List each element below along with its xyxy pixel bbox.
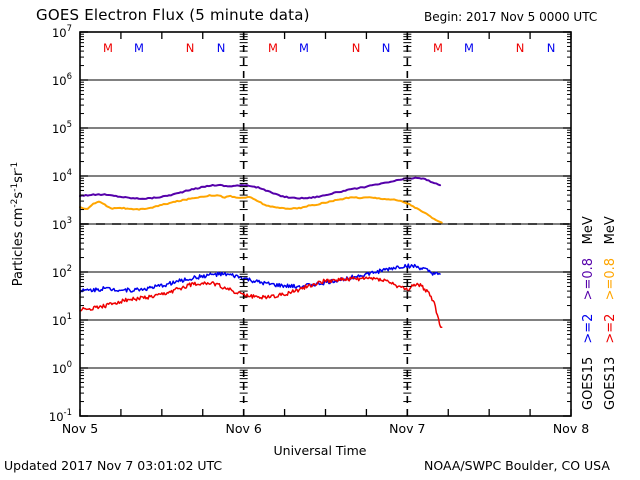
data-series-group — [79, 176, 443, 329]
y-tick-label: 103 — [52, 216, 72, 232]
page-title: GOES Electron Flux (5 minute data) — [36, 6, 310, 24]
event-marker-letter: N — [547, 41, 556, 55]
legend-channel-hi: >=2 — [603, 314, 618, 344]
y-tick-label: 104 — [52, 168, 72, 184]
legend-satellite: GOES15 — [581, 357, 596, 410]
event-marker-letter: M — [134, 41, 144, 55]
legend-channel-lo: >=0.8 — [581, 258, 596, 300]
x-tick-label: Nov 7 — [389, 421, 425, 436]
grid-lines — [80, 79, 571, 369]
y-tick-label: 107 — [52, 24, 72, 40]
x-tick-label: Nov 6 — [226, 421, 262, 436]
x-tick-label: Nov 8 — [553, 421, 589, 436]
legend-channel-hi: >=2 — [581, 314, 596, 344]
event-marker-letter: M — [464, 41, 474, 55]
legend-channel-lo: >=0.8 — [603, 258, 618, 300]
series-line — [79, 194, 443, 224]
event-marker-letter: N — [352, 41, 361, 55]
series-line — [79, 263, 441, 294]
y-tick-label: 100 — [52, 360, 72, 376]
y-tick-label: 101 — [52, 312, 72, 328]
y-axis-title-text: Particles cm-2s-1sr-1 — [10, 162, 26, 287]
event-marker-letter: N — [516, 41, 525, 55]
y-axis-title: Particles cm-2s-1sr-1 — [10, 162, 26, 287]
event-marker-letter: M — [103, 41, 113, 55]
begin-time-label: Begin: 2017 Nov 5 0000 UTC — [424, 10, 598, 24]
event-marker-letter: M — [268, 41, 278, 55]
event-marker-letter: N — [382, 41, 391, 55]
event-marker-letter: N — [217, 41, 226, 55]
legend-unit: MeV — [603, 216, 618, 244]
y-tick-label: 102 — [52, 264, 72, 280]
x-axis-tick-labels: Nov 5 Nov 6 Nov 7 Nov 8 — [62, 421, 589, 436]
axis-ticks — [79, 31, 572, 417]
right-side-legend: GOES15 >=2 >=0.8 MeV GOES13 >=2 >=0.8 MeV — [581, 216, 618, 410]
event-marker-letter: M — [299, 41, 309, 55]
event-marker-letter: N — [186, 41, 195, 55]
footer-updated-text: Updated 2017 Nov 7 03:01:02 UTC — [4, 458, 223, 473]
series-line — [79, 276, 443, 329]
y-tick-label: 105 — [52, 120, 72, 136]
legend-satellite: GOES13 — [603, 357, 618, 410]
legend-unit: MeV — [581, 216, 596, 244]
event-marker-letter: M — [433, 41, 443, 55]
x-axis-title: Universal Time — [273, 443, 367, 458]
footer-source-text: NOAA/SWPC Boulder, CO USA — [424, 458, 610, 473]
x-tick-label: Nov 5 — [62, 421, 98, 436]
y-tick-label: 106 — [52, 72, 72, 88]
series-line — [79, 176, 442, 200]
